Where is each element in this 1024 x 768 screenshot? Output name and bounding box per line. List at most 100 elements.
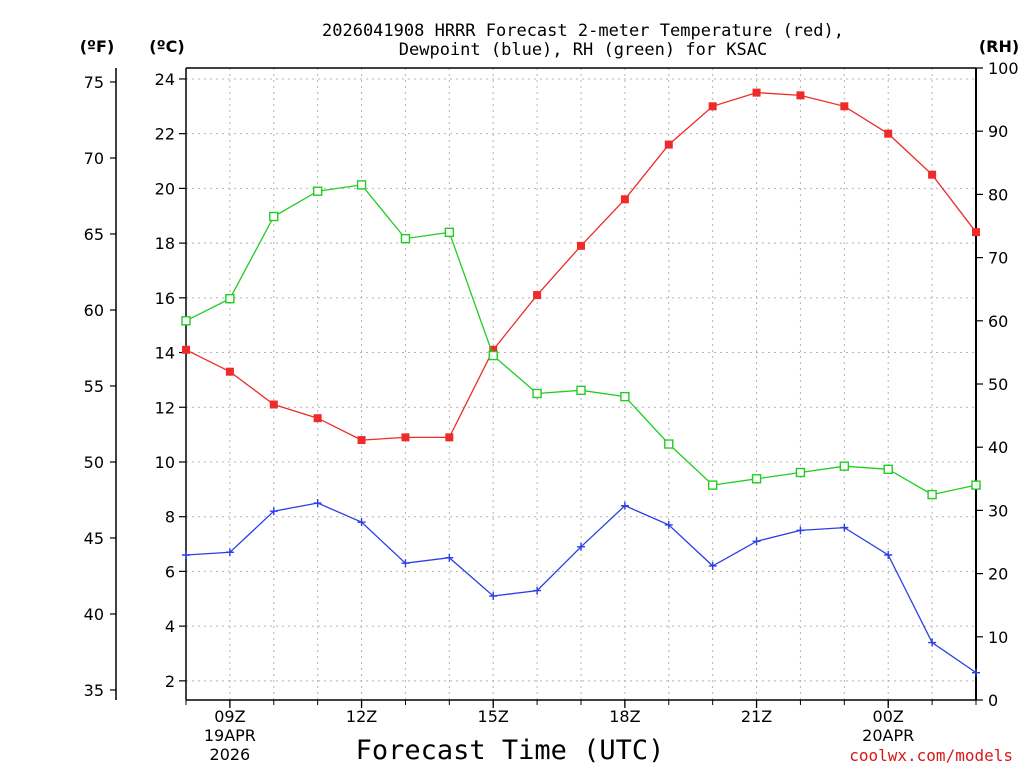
series-layer xyxy=(181,88,981,677)
rh-point xyxy=(751,474,762,484)
fahrenheit-axis: 35 40 45 50 55 60 65 70 75 xyxy=(84,73,116,700)
temperature-point xyxy=(533,291,542,300)
dewpoint-point xyxy=(577,542,585,551)
rh-tick-label: 10 xyxy=(988,628,1008,647)
rh-point xyxy=(576,385,586,396)
time-tick-label: 00Z xyxy=(873,707,904,726)
dewpoint-point xyxy=(708,561,717,570)
rh-point xyxy=(312,186,323,196)
dewpoint-point xyxy=(928,638,937,647)
date-label: 20APR xyxy=(862,726,914,745)
temperature-point xyxy=(489,345,498,354)
dewpoint-point xyxy=(620,501,629,510)
rh-point xyxy=(707,480,718,490)
fahrenheit-tick-label: 65 xyxy=(84,225,104,244)
celsius-tick-label: 20 xyxy=(155,179,175,198)
fahrenheit-tick-label: 40 xyxy=(84,605,104,624)
temperature-point xyxy=(401,433,410,442)
fahrenheit-tick-label: 60 xyxy=(84,301,104,320)
rh-tick-label: 50 xyxy=(988,375,1008,394)
dewpoint-point xyxy=(269,507,278,516)
temperature-point xyxy=(664,140,673,149)
dewpoint-point xyxy=(445,553,454,562)
time-tick-label: 15Z xyxy=(478,707,509,726)
temperature-point xyxy=(928,170,937,179)
rh-tick-label: 30 xyxy=(988,501,1008,520)
dewpoint-point xyxy=(225,548,234,557)
rh-point xyxy=(356,180,367,190)
rh-point xyxy=(883,464,893,475)
rh-tick-label: 60 xyxy=(988,312,1008,331)
dewpoint-point xyxy=(533,586,542,595)
rh-point xyxy=(795,467,806,478)
rh-tick-label: 70 xyxy=(988,249,1008,268)
rh-tick-label: 100 xyxy=(988,59,1019,78)
rh-point xyxy=(532,388,542,399)
rh-point xyxy=(664,439,674,449)
temperature-point xyxy=(972,228,980,237)
celsius-tick-label: 12 xyxy=(155,398,175,417)
rh-point xyxy=(269,211,279,222)
rh-tick-label: 90 xyxy=(988,122,1008,141)
x-axis-label: Forecast Time (UTC) xyxy=(356,735,665,766)
rh-point xyxy=(971,480,981,490)
dewpoint-point xyxy=(884,550,893,559)
temperature-point xyxy=(796,91,805,100)
dewpoint-point xyxy=(664,520,673,529)
rh-point xyxy=(181,316,191,326)
rh-point xyxy=(225,293,235,304)
celsius-tick-label: 8 xyxy=(165,508,175,527)
celsius-tick-label: 4 xyxy=(165,617,175,636)
rh-point xyxy=(400,233,411,244)
celsius-tick-label: 14 xyxy=(155,344,175,363)
grid-lines xyxy=(186,68,976,700)
temperature-point xyxy=(225,367,234,376)
rh-tick-label: 80 xyxy=(988,185,1008,204)
chart-title-line1: 2026041908 HRRR Forecast 2-meter Tempera… xyxy=(322,21,844,41)
temperature-point xyxy=(752,88,761,97)
chart-title-line2: Dewpoint (blue), RH (green) for KSAC xyxy=(399,40,767,60)
temperature-point xyxy=(840,102,849,111)
rh-axis: 0 10 20 30 40 50 60 70 80 90 100 xyxy=(976,59,1019,710)
temperature-point xyxy=(708,102,717,111)
dewpoint-series-line xyxy=(185,502,977,674)
temperature-point xyxy=(182,345,190,354)
dewpoint-point xyxy=(972,668,980,677)
time-tick-label: 21Z xyxy=(741,707,772,726)
dewpoint-point xyxy=(752,537,761,546)
year-label: 2026 xyxy=(210,745,251,764)
temperature-point xyxy=(577,241,585,250)
fahrenheit-tick-label: 70 xyxy=(84,149,104,168)
celsius-tick-label: 18 xyxy=(155,234,175,253)
rh-point xyxy=(444,227,455,238)
rh-tick-label: 20 xyxy=(988,565,1008,584)
celsius-tick-label: 10 xyxy=(155,453,175,472)
dewpoint-point xyxy=(313,499,322,508)
dewpoint-point xyxy=(796,526,805,535)
time-tick-label: 18Z xyxy=(609,707,640,726)
rh-point xyxy=(488,350,498,361)
dewpoint-point xyxy=(401,559,410,568)
fahrenheit-tick-label: 45 xyxy=(84,529,104,548)
time-tick-label: 12Z xyxy=(346,707,377,726)
celsius-tick-label: 22 xyxy=(155,125,175,144)
dewpoint-point xyxy=(840,523,849,532)
celsius-tick-label: 2 xyxy=(165,672,175,691)
temperature-point xyxy=(357,436,366,445)
rh-axis-unit: (RH) xyxy=(979,37,1019,56)
rh-point xyxy=(620,391,630,402)
temperature-point xyxy=(313,414,322,423)
temperature-point xyxy=(445,433,454,442)
rh-tick-label: 40 xyxy=(988,438,1008,457)
fahrenheit-tick-label: 50 xyxy=(84,453,104,472)
celsius-tick-label: 16 xyxy=(155,289,175,308)
celsius-tick-label: 24 xyxy=(155,70,175,89)
date-label: 19APR xyxy=(204,726,256,745)
temperature-point xyxy=(269,400,278,409)
temperature-point xyxy=(620,195,629,204)
fahrenheit-tick-label: 75 xyxy=(84,73,104,92)
rh-point xyxy=(927,489,937,500)
